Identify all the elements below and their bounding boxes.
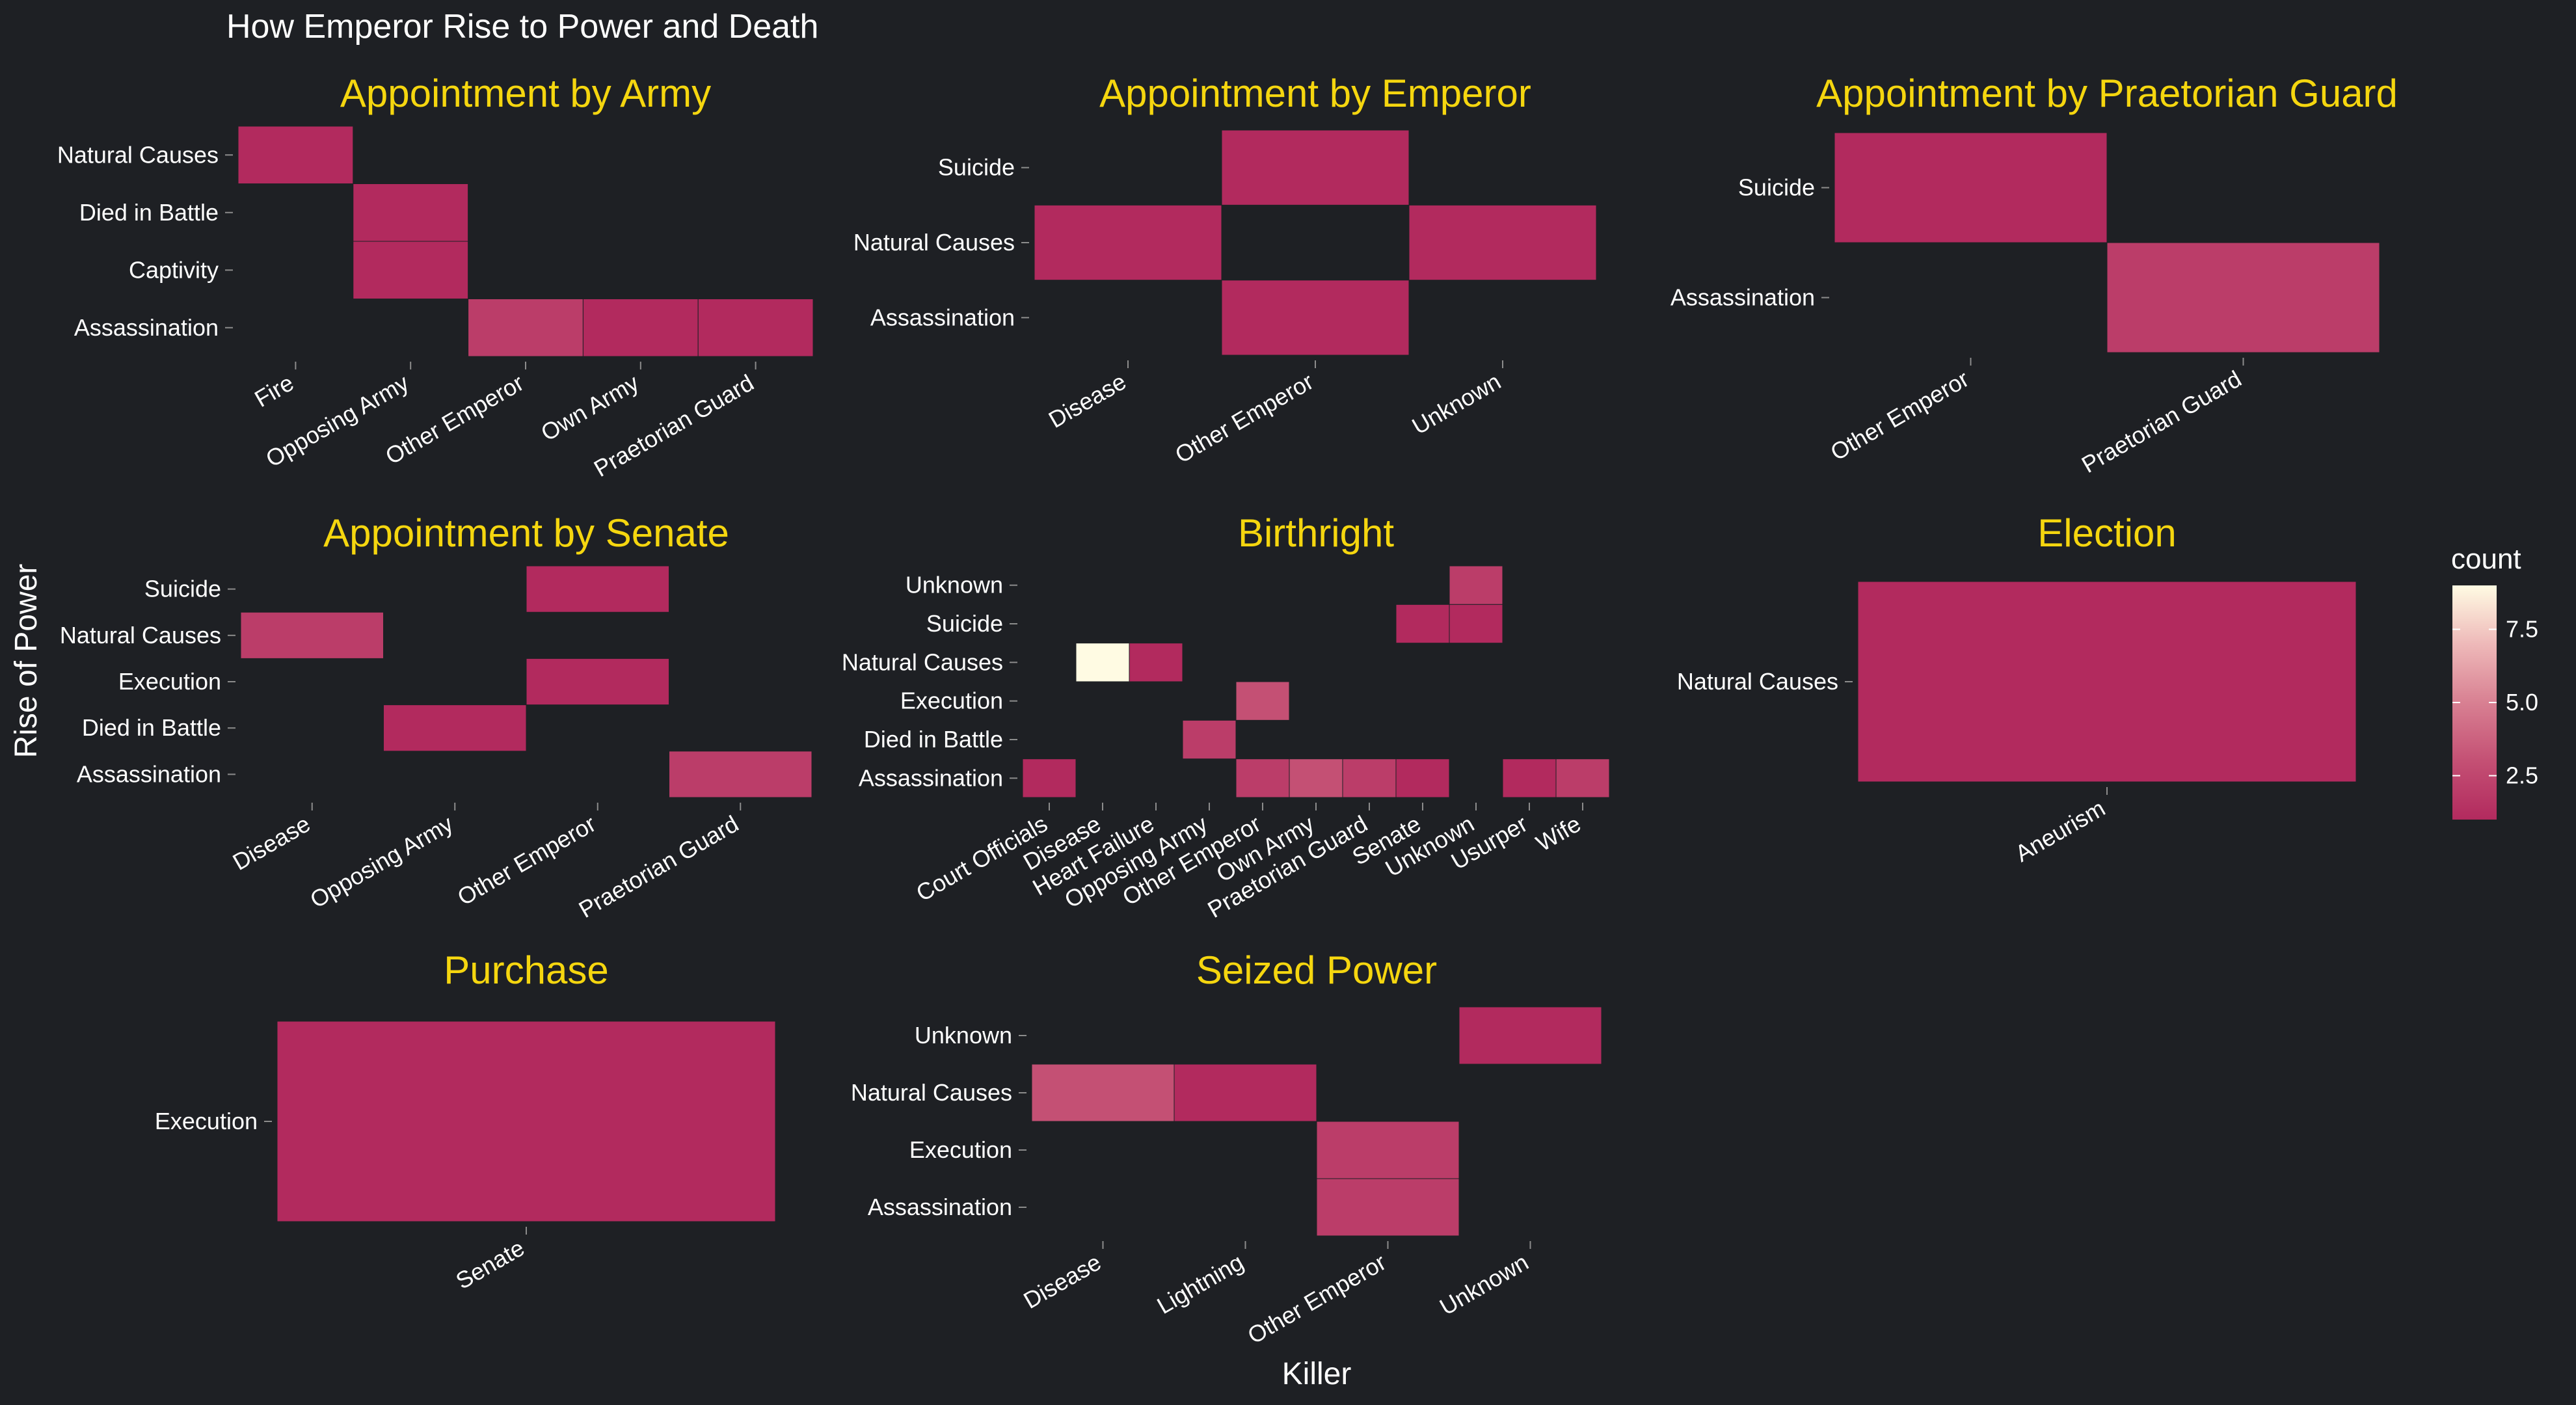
y-tick-label: Execution [155, 1108, 258, 1134]
heat-cell [1857, 581, 2357, 783]
heat-cell [1408, 204, 1597, 281]
heat-cell [353, 241, 469, 299]
heat-cell [1075, 643, 1130, 682]
y-tick-label: Assassination [870, 304, 1015, 330]
heat-cell [383, 704, 527, 752]
heat-cell [1174, 1064, 1317, 1122]
heat-cell [1316, 1178, 1460, 1237]
panel-title: Seized Power [1196, 948, 1437, 992]
panel-appointment-by-senate: Appointment by Senate Suicide Natural Caus… [60, 511, 812, 923]
y-tick-label: Assassination [77, 760, 221, 787]
panel-title: Birthright [1238, 511, 1394, 555]
heat-cell [276, 1021, 776, 1222]
y-tick-label: Assassination [859, 764, 1003, 791]
heat-cell [1022, 758, 1077, 798]
y-tick-label: Natural Causes [57, 141, 219, 168]
heat-cell [526, 565, 669, 613]
y-tick-label: Suicide [926, 610, 1003, 637]
y-tick-label: Captivity [129, 256, 219, 283]
heat-cell [353, 183, 469, 242]
heat-cell [1235, 758, 1290, 798]
y-tick-label: Died in Battle [79, 199, 219, 226]
legend-tick-label: 2.5 [2506, 762, 2538, 789]
y-tick-label: Suicide [1738, 174, 1815, 201]
legend-tick-label: 5.0 [2506, 689, 2538, 716]
chart-title: How Emperor Rise to Power and Death [226, 8, 818, 46]
panel-title: Appointment by Senate [323, 511, 729, 555]
heat-cell [468, 299, 584, 357]
y-tick-label: Suicide [938, 154, 1015, 181]
heat-cell [1129, 643, 1183, 682]
heat-cell [697, 299, 814, 357]
heat-cell [1034, 204, 1222, 281]
heat-cell [240, 611, 384, 659]
x-axis-title: Killer [1282, 1357, 1352, 1391]
heat-cell [1449, 604, 1503, 644]
heat-cell [1395, 758, 1450, 798]
y-tick-label: Natural Causes [842, 649, 1003, 675]
heat-cell [2106, 242, 2380, 353]
color-legend: count 2.5 5.0 7.5 [2451, 543, 2538, 820]
legend-title: count [2451, 543, 2521, 575]
y-tick-label: Unknown [906, 572, 1003, 598]
heat-cell [1182, 719, 1237, 760]
panel-title: Appointment by Emperor [1099, 72, 1531, 115]
heat-cell [1221, 129, 1410, 206]
heat-cell [582, 299, 699, 357]
y-tick-label: Natural Causes [853, 229, 1015, 256]
panel-title: Election [2037, 511, 2176, 555]
panel-appointment-by-praetorian-guard: Appointment by Praetorian Guard Suicide As… [1670, 72, 2398, 478]
panel-title: Appointment by Army [340, 72, 711, 115]
y-tick-label: Natural Causes [1677, 668, 1838, 695]
y-tick-label: Natural Causes [851, 1079, 1012, 1106]
heat-cell [1221, 280, 1410, 356]
y-axis-title: Rise of Power [9, 564, 44, 758]
heat-cell [1458, 1006, 1602, 1065]
y-tick-label: Assassination [74, 314, 219, 341]
heat-cell [1316, 1121, 1460, 1179]
heat-cell [1555, 758, 1610, 798]
heat-cell [1395, 604, 1450, 644]
y-tick-label: Unknown [915, 1022, 1012, 1049]
heat-cell [1502, 758, 1557, 798]
heat-cell [1289, 758, 1343, 798]
heat-cell [526, 658, 669, 706]
heat-cell [1834, 132, 2108, 243]
y-tick-label: Assassination [868, 1194, 1012, 1220]
y-tick-label: Suicide [144, 576, 221, 602]
y-tick-label: Execution [900, 688, 1003, 714]
heat-cell [1449, 565, 1503, 605]
y-tick-label: Execution [909, 1136, 1012, 1163]
heat-cell [669, 751, 812, 798]
y-tick-label: Assassination [1670, 284, 1815, 311]
heat-cell [1235, 681, 1290, 721]
heat-cell [237, 126, 354, 184]
panel-title: Appointment by Praetorian Guard [1816, 72, 2398, 115]
y-tick-label: Execution [118, 668, 221, 695]
legend-tick-label: 7.5 [2506, 616, 2538, 643]
panel-title: Purchase [444, 948, 608, 992]
heat-cell [1342, 758, 1397, 798]
heat-cell [1031, 1064, 1175, 1122]
y-tick-label: Died in Battle [82, 714, 221, 741]
y-tick-label: Natural Causes [60, 622, 221, 649]
panel-appointment-by-army: Appointment by Army Natural Causes Died in… [57, 72, 814, 482]
y-tick-label: Died in Battle [864, 726, 1003, 753]
